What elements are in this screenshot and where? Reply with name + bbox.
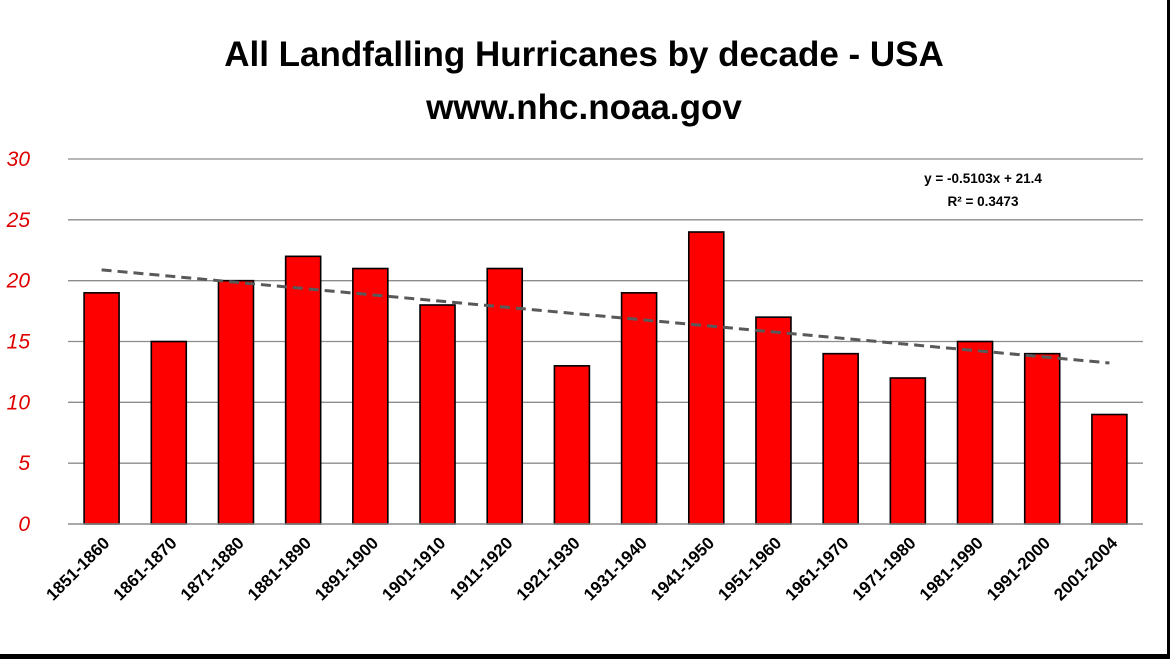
bar	[553, 365, 591, 525]
trendline	[101, 268, 1110, 365]
y-tick-label: 0	[18, 513, 30, 536]
bars	[83, 231, 1128, 525]
x-tick-label: 1881-1890	[244, 533, 315, 604]
x-tick-label: 1861-1870	[110, 533, 181, 604]
x-tick-label: 1931-1940	[580, 533, 651, 604]
x-tick-label: 1851-1860	[42, 533, 113, 604]
x-tick-label: 1991-2000	[983, 533, 1054, 604]
bar	[1091, 413, 1128, 525]
bar	[217, 279, 255, 525]
bar	[956, 340, 994, 525]
y-axis-ticks: 0 5 10 15 20 25 30	[6, 148, 31, 536]
x-tick-label: 1871-1880	[177, 533, 248, 604]
chart-subtitle: www.nhc.noaa.gov	[425, 88, 742, 127]
bar	[150, 340, 188, 525]
x-tick-label: 1981-1990	[916, 533, 987, 604]
y-tick-label: 20	[6, 270, 31, 293]
x-axis-ticks: 1851-18601861-18701871-18801881-18901891…	[42, 533, 1121, 604]
bar	[889, 377, 927, 525]
x-tick-label: 1961-1970	[782, 533, 853, 604]
bar	[687, 231, 725, 525]
y-tick-label: 30	[7, 148, 31, 171]
bar	[755, 316, 792, 525]
trendline-equation: y = -0.5103x + 21.4	[924, 171, 1042, 186]
x-tick-label: 1911-1920	[446, 533, 516, 603]
x-tick-label: 1971-1980	[849, 533, 920, 604]
bar	[352, 267, 389, 525]
bar	[1023, 352, 1061, 525]
y-tick-label: 15	[7, 331, 31, 354]
y-tick-label: 25	[6, 209, 31, 232]
x-tick-label: 1941-1950	[647, 533, 718, 604]
chart-title: All Landfalling Hurricanes by decade - U…	[224, 35, 944, 74]
x-tick-label: 1951-1960	[714, 533, 785, 604]
x-tick-label: 1891-1900	[311, 533, 382, 604]
x-tick-label: 1921-1930	[513, 533, 584, 604]
bar	[83, 292, 120, 525]
bar	[822, 352, 859, 525]
x-tick-label: 1901-1910	[378, 533, 449, 604]
bar	[284, 255, 322, 525]
trendline-r-squared: R² = 0.3473	[948, 194, 1019, 209]
y-tick-label: 10	[7, 391, 31, 414]
x-tick-label: 2001-2004	[1050, 533, 1121, 604]
y-tick-label: 5	[18, 452, 30, 475]
bar	[620, 292, 658, 525]
bar	[419, 304, 456, 525]
